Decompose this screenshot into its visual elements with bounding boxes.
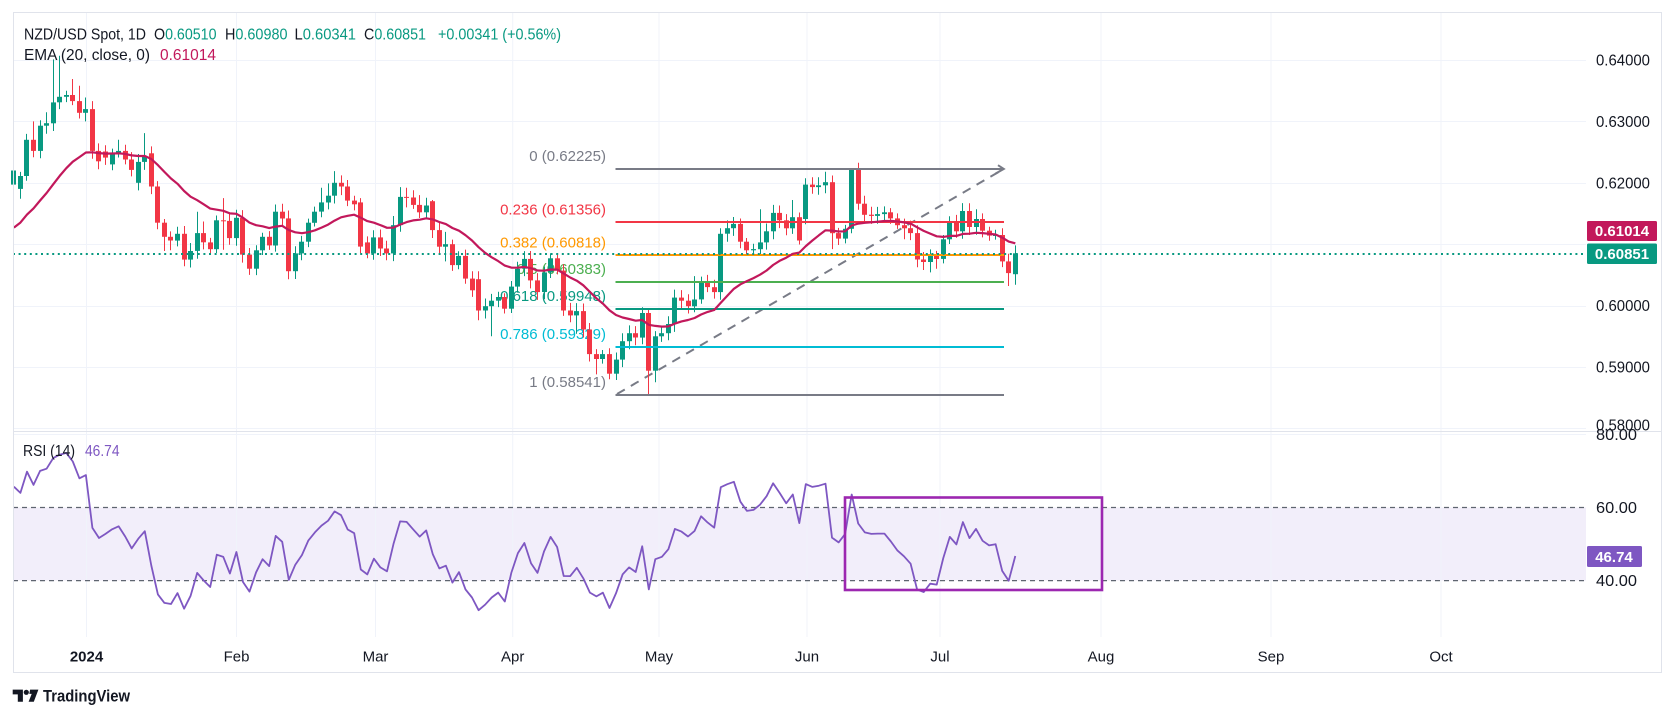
svg-text:0.58000: 0.58000 bbox=[1596, 417, 1650, 434]
svg-text:0.63000: 0.63000 bbox=[1596, 114, 1650, 131]
svg-text:0.60000: 0.60000 bbox=[1596, 298, 1650, 315]
svg-text:H0.60980: H0.60980 bbox=[225, 27, 288, 44]
svg-text:60.00: 60.00 bbox=[1596, 500, 1637, 517]
svg-text:40.00: 40.00 bbox=[1596, 573, 1637, 590]
svg-text:1 (0.58541): 1 (0.58541) bbox=[529, 374, 606, 391]
svg-text:Feb: Feb bbox=[224, 649, 250, 666]
svg-text:Mar: Mar bbox=[363, 649, 389, 666]
svg-text:C0.60851: C0.60851 bbox=[364, 27, 426, 44]
svg-text:0 (0.62225): 0 (0.62225) bbox=[529, 148, 606, 165]
svg-text:80.00: 80.00 bbox=[1596, 427, 1637, 444]
svg-text:0.786 (0.59329): 0.786 (0.59329) bbox=[500, 326, 606, 343]
svg-text:Oct: Oct bbox=[1429, 649, 1453, 666]
svg-text:NZD/USD Spot, 1D: NZD/USD Spot, 1D bbox=[24, 27, 146, 44]
svg-text:0.61014: 0.61014 bbox=[160, 47, 216, 64]
svg-text:0.62000: 0.62000 bbox=[1596, 175, 1650, 192]
svg-text:46.74: 46.74 bbox=[85, 443, 120, 460]
svg-text:2024: 2024 bbox=[70, 649, 104, 666]
svg-text:May: May bbox=[645, 649, 674, 666]
svg-text:TradingView: TradingView bbox=[43, 688, 130, 706]
svg-text:0.60851: 0.60851 bbox=[1595, 246, 1649, 263]
svg-text:0.61014: 0.61014 bbox=[1595, 223, 1650, 240]
svg-text:Apr: Apr bbox=[501, 649, 524, 666]
svg-text:O0.60510: O0.60510 bbox=[154, 27, 217, 44]
svg-text:0.618 (0.59948): 0.618 (0.59948) bbox=[500, 288, 606, 305]
svg-text:RSI (14): RSI (14) bbox=[23, 443, 75, 460]
svg-text:Aug: Aug bbox=[1088, 649, 1115, 666]
svg-text:0.382 (0.60818): 0.382 (0.60818) bbox=[500, 234, 606, 251]
svg-text:0.5 (0.60383): 0.5 (0.60383) bbox=[517, 261, 606, 278]
svg-text:+0.00341 (+0.56%): +0.00341 (+0.56%) bbox=[438, 27, 561, 44]
svg-text:Sep: Sep bbox=[1258, 649, 1285, 666]
svg-text:Jul: Jul bbox=[930, 649, 949, 666]
svg-text:L0.60341: L0.60341 bbox=[295, 27, 357, 44]
svg-text:46.74: 46.74 bbox=[1595, 549, 1633, 566]
svg-text:EMA (20, close, 0): EMA (20, close, 0) bbox=[24, 47, 150, 64]
svg-text:Jun: Jun bbox=[795, 649, 819, 666]
svg-text:0.64000: 0.64000 bbox=[1596, 53, 1650, 70]
svg-text:0.236 (0.61356): 0.236 (0.61356) bbox=[500, 201, 606, 218]
svg-text:0.59000: 0.59000 bbox=[1596, 360, 1650, 377]
